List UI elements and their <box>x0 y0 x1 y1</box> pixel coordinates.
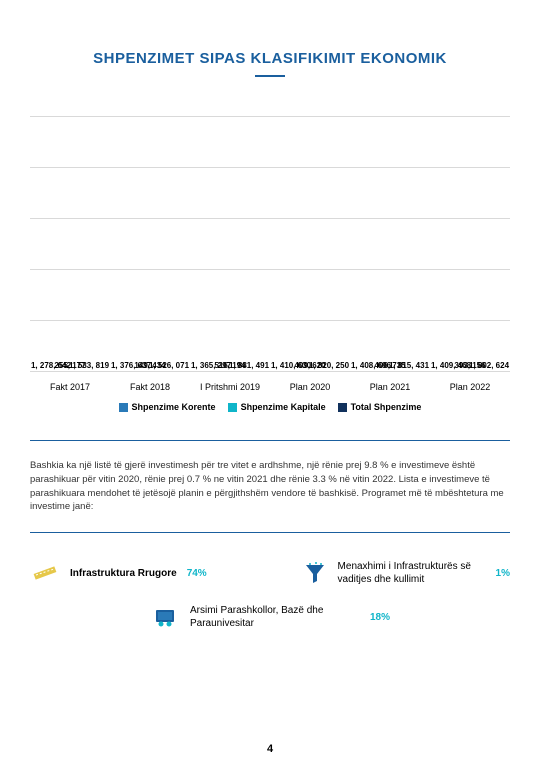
info-cards: Infrastruktura Rrugore 74% Menaxhimi i I… <box>30 558 510 632</box>
bar-value-label: 1, 881, 491 <box>229 361 269 372</box>
card-label: Arsimi Parashkollor, Bazë dhe Paraunives… <box>190 604 360 630</box>
x-axis-label: Fakt 2017 <box>34 382 106 392</box>
legend-swatch <box>228 403 237 412</box>
road-icon <box>30 558 60 588</box>
legend-label: Shpenzime Korente <box>132 402 216 412</box>
legend-label: Shpenzime Kapitale <box>241 402 326 412</box>
card-label: Infrastruktura Rrugore <box>70 568 177 579</box>
education-icon <box>150 602 180 632</box>
bar-value-label: 1, 815, 431 <box>389 361 429 372</box>
chart-title: SHPENZIMET SIPAS KLASIFIKIMIT EKONOMIK <box>30 50 510 67</box>
x-axis-label: I Pritshmi 2019 <box>194 382 266 392</box>
x-axis-label: Fakt 2018 <box>114 382 186 392</box>
card-percent: 18% <box>370 612 390 623</box>
legend-swatch <box>338 403 347 412</box>
page-number: 4 <box>0 743 540 755</box>
legend-label: Total Shpenzime <box>351 402 422 412</box>
paragraph: Bashkia ka një listë të gjerë investimes… <box>30 459 510 514</box>
title-underline <box>255 75 285 77</box>
section-divider <box>30 440 510 441</box>
x-axis-label: Plan 2020 <box>274 382 346 392</box>
bar-chart: 1, 278, 642255, 1771, 533, 8191, 376, 63… <box>30 92 510 422</box>
x-axis-label: Plan 2021 <box>354 382 426 392</box>
legend-swatch <box>119 403 128 412</box>
card-percent: 74% <box>187 568 207 579</box>
legend-item: Total Shpenzime <box>338 402 422 412</box>
bar-value-label: 1, 526, 071 <box>149 361 189 372</box>
bar-value-label: 1, 533, 819 <box>69 361 109 372</box>
card-percent: 1% <box>496 568 510 579</box>
bar-value-label: 1, 820, 250 <box>309 361 349 372</box>
funnel-icon <box>300 558 330 588</box>
x-axis-label: Plan 2022 <box>434 382 506 392</box>
chart-legend: Shpenzime Korente Shpenzime Kapitale Total… <box>30 402 510 412</box>
section-divider <box>30 532 510 533</box>
card-label: Menaxhimi i Infrastrukturës së vaditjes … <box>338 560 488 586</box>
legend-item: Shpenzime Korente <box>119 402 216 412</box>
legend-item: Shpenzime Kapitale <box>228 402 326 412</box>
bar-value-label: 1, 802, 624 <box>469 361 509 372</box>
